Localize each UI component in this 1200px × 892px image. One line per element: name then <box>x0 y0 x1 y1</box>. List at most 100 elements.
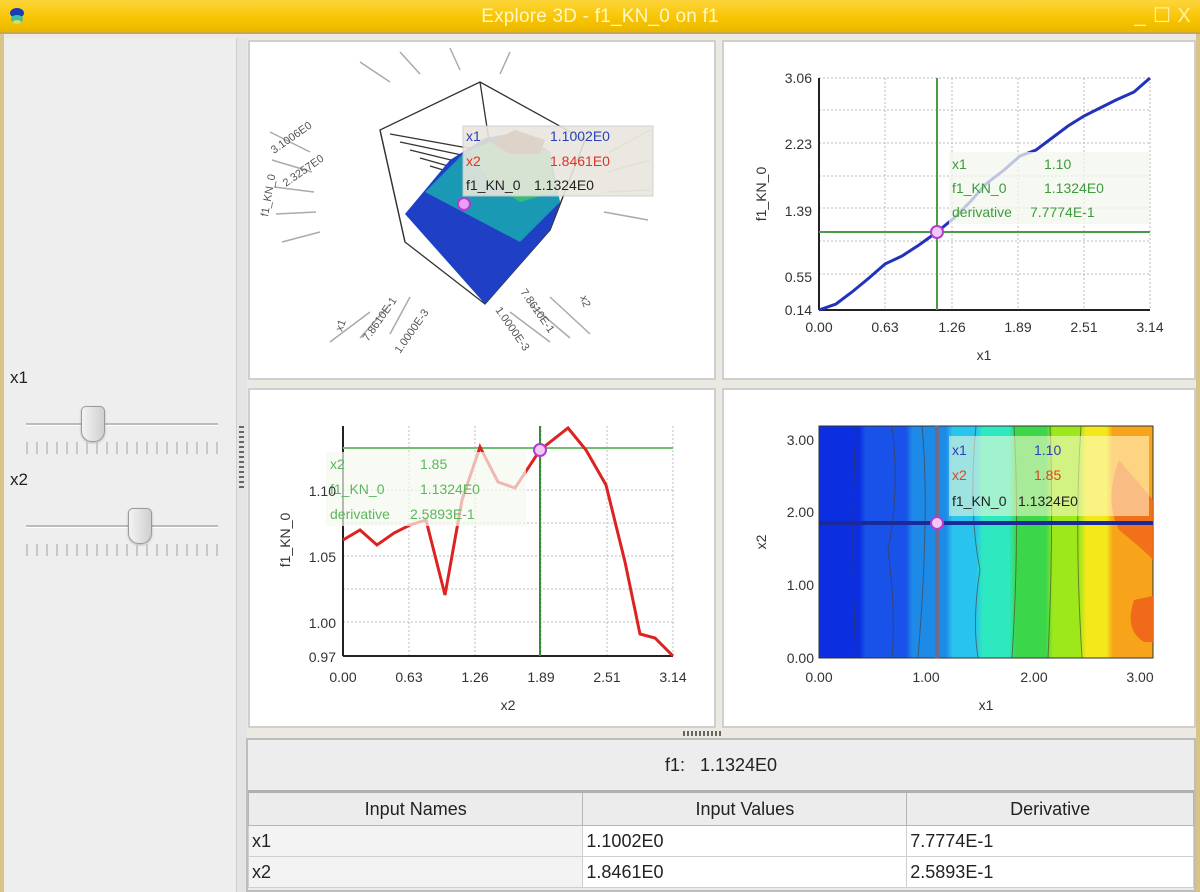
x-axis-label: x2 <box>501 697 516 713</box>
svg-text:0.97: 0.97 <box>309 649 336 665</box>
splitter-grip-icon[interactable] <box>239 426 244 490</box>
probe-marker[interactable] <box>457 197 471 211</box>
y-axis-label: f1_KN_0 <box>753 167 769 222</box>
window-border-right <box>1196 34 1200 892</box>
svg-text:2.23: 2.23 <box>785 136 812 152</box>
x-tick-labels: 0.00 1.00 2.00 3.00 <box>805 669 1153 685</box>
derivative-table: Input Names Input Values Derivative x1 1… <box>247 793 1194 888</box>
plot-x2-panel[interactable]: x2 1.85 f1_KN_0 1.1324E0 derivative 2.5893E… <box>248 388 716 728</box>
plot-contour-panel[interactable]: x1 1.10 x2 1.85 f1_KN_0 1.1324E0 0.00 1.00 2.… <box>722 388 1196 728</box>
line-plot-x2[interactable]: x2 1.85 f1_KN_0 1.1324E0 derivative 2.5893E… <box>250 390 714 726</box>
svg-text:0.00: 0.00 <box>805 319 832 335</box>
svg-text:2.51: 2.51 <box>593 669 620 685</box>
svg-text:1.00: 1.00 <box>912 669 939 685</box>
result-value: 1.1324E0 <box>699 755 778 775</box>
cell-input-name[interactable]: x1 <box>247 825 584 857</box>
column-header-derivative[interactable]: Derivative <box>906 793 1194 826</box>
plot-x1-panel[interactable]: x1 1.10 f1_KN_0 1.1324E0 derivative 7.7774E… <box>722 40 1196 380</box>
svg-text:1.89: 1.89 <box>1004 319 1031 335</box>
tooltip-x2-text: x2 1.85 f1_KN_0 1.1324E0 derivative 2.5893E… <box>330 456 480 522</box>
slider-x2-thumb[interactable] <box>128 508 152 544</box>
maximize-button[interactable]: ☐ <box>1153 5 1171 27</box>
y-axis-label: x2 <box>753 534 769 549</box>
svg-text:x2: x2 <box>577 294 592 309</box>
svg-text:x2: x2 <box>952 467 967 483</box>
slider-x2-label: x2 <box>10 470 28 489</box>
svg-text:f1_KN_0: f1_KN_0 <box>466 177 521 193</box>
surface-3d-plot[interactable]: 3.1006E0 2.3257E0 f1_KN_0 1.0000E-3 7.86… <box>250 42 714 378</box>
tooltip-contour <box>949 436 1149 516</box>
svg-text:1.10: 1.10 <box>309 483 336 499</box>
y-tick-labels: 0.14 0.55 1.39 2.23 3.06 <box>785 70 812 318</box>
tooltip-3d-text: x1 1.1002E0 x2 1.8461E0 f1_KN_0 1.1324E0 <box>466 128 610 193</box>
tooltip-3d <box>462 125 654 197</box>
minimize-button[interactable]: _ <box>1134 5 1146 27</box>
svg-text:1.89: 1.89 <box>527 669 554 685</box>
svg-text:7.8610E-1: 7.8610E-1 <box>518 287 557 335</box>
tooltip-contour-text: x1 1.10 x2 1.85 f1_KN_0 1.1324E0 <box>952 442 1078 509</box>
vertical-splitter[interactable] <box>236 38 247 892</box>
slider-x1-thumb[interactable] <box>81 406 105 442</box>
svg-text:3.00: 3.00 <box>787 432 814 448</box>
svg-text:0.00: 0.00 <box>787 650 814 666</box>
svg-text:f1_KN_0: f1_KN_0 <box>330 481 385 497</box>
slider-x2[interactable] <box>22 492 222 556</box>
slider-x1-label: x1 <box>10 368 28 387</box>
svg-text:1.1324E0: 1.1324E0 <box>1044 180 1104 196</box>
slider-panel: x1 x2 <box>4 38 236 892</box>
slider-ticks <box>26 442 218 454</box>
probe-marker[interactable] <box>930 516 944 530</box>
slider-ticks <box>26 544 218 556</box>
svg-text:1.05: 1.05 <box>309 549 336 565</box>
column-header-input-values[interactable]: Input Values <box>582 793 908 826</box>
svg-text:f1_KN_0: f1_KN_0 <box>952 180 1007 196</box>
cell-input-value[interactable]: 1.8461E0 <box>582 856 908 888</box>
svg-text:2.5893E-1: 2.5893E-1 <box>410 506 475 522</box>
window-title: Explore 3D - f1_KN_0 on f1 <box>481 6 719 27</box>
svg-text:x1: x1 <box>334 318 349 333</box>
contour-plot[interactable]: x1 1.10 x2 1.85 f1_KN_0 1.1324E0 0.00 1.00 2.… <box>724 390 1194 726</box>
svg-text:1.39: 1.39 <box>785 203 812 219</box>
line-plot-x1[interactable]: x1 1.10 f1_KN_0 1.1324E0 derivative 7.7774E… <box>724 42 1194 378</box>
title-bar[interactable]: Explore 3D - f1_KN_0 on f1 _ ☐ X <box>0 0 1200 34</box>
svg-text:0.14: 0.14 <box>785 302 812 318</box>
svg-text:1.1324E0: 1.1324E0 <box>534 177 594 193</box>
result-summary: f1: 1.1324E0 <box>248 740 1194 793</box>
slider-x1[interactable] <box>22 390 222 454</box>
cell-input-value[interactable]: 1.1002E0 <box>582 825 908 857</box>
svg-text:1.0000E-3: 1.0000E-3 <box>393 307 432 355</box>
cell-input-name[interactable]: x2 <box>247 856 584 888</box>
svg-text:2.00: 2.00 <box>787 504 814 520</box>
close-button[interactable]: X <box>1177 5 1191 27</box>
svg-text:2.00: 2.00 <box>1020 669 1047 685</box>
probe-marker[interactable] <box>533 443 547 457</box>
table-row[interactable]: x2 1.8461E0 2.5893E-1 <box>247 856 1194 888</box>
slider-track <box>26 525 218 528</box>
svg-text:0.63: 0.63 <box>395 669 422 685</box>
cell-derivative[interactable]: 7.7774E-1 <box>906 825 1194 857</box>
svg-text:3.00: 3.00 <box>1126 669 1153 685</box>
x-axis-label: x1 <box>977 347 992 363</box>
cell-derivative[interactable]: 2.5893E-1 <box>906 856 1194 888</box>
svg-text:1.26: 1.26 <box>461 669 488 685</box>
result-label: f1: <box>664 755 685 775</box>
horizontal-splitter-grip-icon[interactable] <box>683 731 723 736</box>
svg-text:1.1002E0: 1.1002E0 <box>550 128 610 144</box>
svg-text:1.1324E0: 1.1324E0 <box>420 481 480 497</box>
column-header-input-names[interactable]: Input Names <box>247 793 584 826</box>
svg-text:x1: x1 <box>952 156 967 172</box>
svg-text:2.3257E0: 2.3257E0 <box>281 153 326 190</box>
y-tick-labels: 0.00 1.00 2.00 3.00 <box>787 432 814 666</box>
svg-text:1.00: 1.00 <box>309 615 336 631</box>
svg-text:3.06: 3.06 <box>785 70 812 86</box>
tooltip-x2 <box>326 452 526 526</box>
svg-text:1.85: 1.85 <box>420 456 447 472</box>
svg-text:1.85: 1.85 <box>1034 467 1061 483</box>
probe-marker[interactable] <box>930 225 944 239</box>
x-axis-label: x1 <box>979 697 994 713</box>
plot-3d-panel[interactable]: 3.1006E0 2.3257E0 f1_KN_0 1.0000E-3 7.86… <box>248 40 716 380</box>
svg-text:f1_KN_0: f1_KN_0 <box>259 173 278 217</box>
svg-text:3.14: 3.14 <box>1136 319 1163 335</box>
table-row[interactable]: x1 1.1002E0 7.7774E-1 <box>247 825 1194 857</box>
svg-text:x1: x1 <box>466 128 481 144</box>
